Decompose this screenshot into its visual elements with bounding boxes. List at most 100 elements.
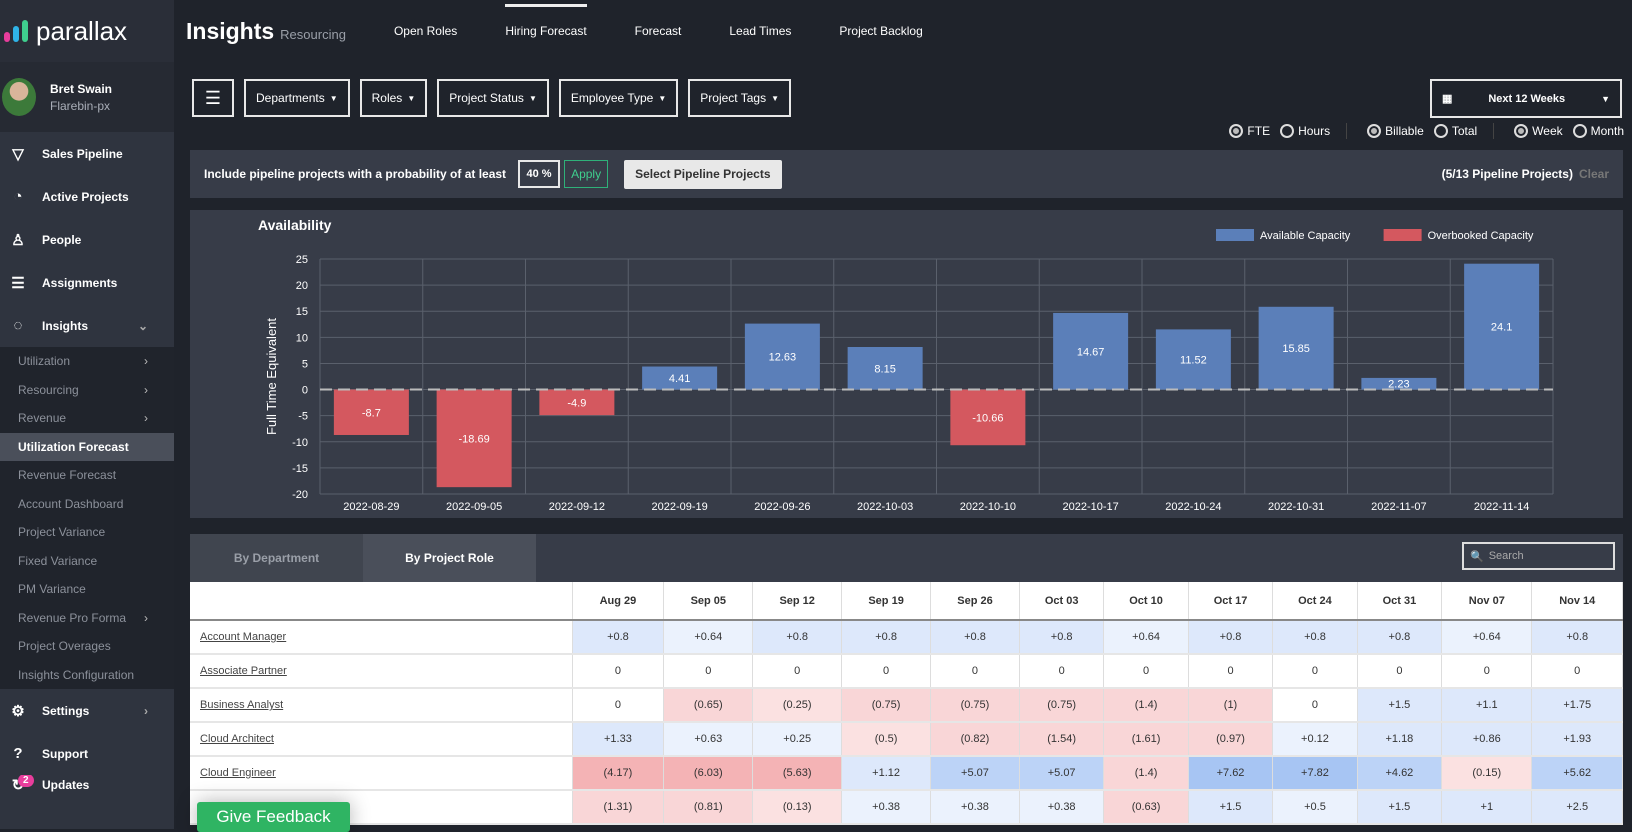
table-cell: +0.38 <box>841 790 932 825</box>
radio-fte[interactable]: FTE <box>1229 124 1270 138</box>
table-cell: +0.12 <box>1272 722 1358 757</box>
tab-forecast[interactable]: Forecast <box>634 24 682 38</box>
tab-hiring-forecast[interactable]: Hiring Forecast <box>505 4 588 42</box>
sidebar-subitem-revenue-forecast[interactable]: Revenue Forecast <box>0 461 174 490</box>
column-header: Oct 03 <box>1019 582 1105 621</box>
sidebar-subitem-revenue[interactable]: Revenue › <box>0 404 174 433</box>
sidebar-subitem-label: Revenue Pro Forma <box>18 610 127 625</box>
give-feedback-button[interactable]: Give Feedback <box>197 802 350 832</box>
role-link[interactable]: Account Manager <box>190 620 573 655</box>
apply-button[interactable]: Apply <box>564 160 609 188</box>
search-input[interactable]: 🔍 Search <box>1462 542 1615 570</box>
role-link[interactable]: Associate Partner <box>190 654 573 689</box>
filter-label: Roles <box>371 91 403 105</box>
sidebar-subitem-account-dashboard[interactable]: Account Dashboard <box>0 490 174 519</box>
sidebar-subitem-project-overages[interactable]: Project Overages <box>0 632 174 661</box>
sidebar-item-sales-pipeline[interactable]: ▽ Sales Pipeline <box>0 132 174 175</box>
sidebar-item-people[interactable]: ♙ People <box>0 218 174 261</box>
logo-text: parallax <box>36 15 128 46</box>
radio-label: Week <box>1532 124 1563 138</box>
tab-by-department[interactable]: By Department <box>190 534 363 582</box>
radio-hours[interactable]: Hours <box>1280 124 1330 138</box>
sidebar-item-settings[interactable]: ⚙ Settings › <box>0 689 174 732</box>
table-row: (1.31) (0.81) (0.13) +0.38 +0.38 +0.38 (0.63) +… <box>190 790 1623 825</box>
sidebar-subitem-label: Project Overages <box>18 639 111 654</box>
filter-project-status-dropdown[interactable]: Project Status ▼ <box>437 79 549 117</box>
radio-total[interactable]: Total <box>1433 124 1477 138</box>
sidebar-item-insights[interactable]: ◌ Insights ⌄ <box>0 304 174 347</box>
chevron-right-icon: › <box>144 354 148 369</box>
sidebar-subitem-resourcing[interactable]: Resourcing › <box>0 376 174 405</box>
filter-departments-dropdown[interactable]: Departments ▼ <box>244 79 350 117</box>
legend-label: Available Capacity <box>1260 230 1351 242</box>
tab-by-project-role[interactable]: By Project Role <box>363 534 536 582</box>
bar <box>642 366 718 390</box>
radio-month[interactable]: Month <box>1572 124 1624 138</box>
probability-input[interactable]: 40 % <box>518 160 561 188</box>
radio-label: Hours <box>1298 124 1331 138</box>
sidebar: parallax Bret Swain Flarebin-px ▽ Sales Pi… <box>0 0 174 829</box>
bar <box>1464 263 1540 390</box>
table-cell: (1.31) <box>572 790 665 825</box>
filter-roles-dropdown[interactable]: Roles ▼ <box>359 79 428 117</box>
table-cell: +0.8 <box>1272 620 1358 655</box>
person-icon: ♙ <box>11 231 25 249</box>
sidebar-item-updates[interactable]: ↻ 2 Updates <box>0 775 174 795</box>
table-cell: 0 <box>1019 654 1105 689</box>
filter-employee-type-dropdown[interactable]: Employee Type ▼ <box>558 79 679 117</box>
sidebar-subitem-label: Revenue Forecast <box>18 468 117 483</box>
table-cell: 0 <box>1531 654 1623 689</box>
role-link[interactable]: Business Analyst <box>190 688 573 723</box>
table-cell: 0 <box>841 654 932 689</box>
sidebar-item-active-projects[interactable]: ◔ Active Projects <box>0 175 174 218</box>
sidebar-subitem-project-variance[interactable]: Project Variance <box>0 518 174 547</box>
bar-value-label: 12.63 <box>769 352 797 364</box>
table-cell: +5.07 <box>1019 756 1105 791</box>
tab-open-roles[interactable]: Open Roles <box>393 24 458 38</box>
pipeline-bar: Include pipeline projects with a probabi… <box>190 150 1623 198</box>
date-range-select[interactable]: ▦ Next 12 Weeks ▼ <box>1430 79 1622 118</box>
sidebar-item-assignments[interactable]: ☰ Assignments <box>0 261 174 304</box>
column-header: Sep 19 <box>841 582 932 621</box>
table-cell: +7.62 <box>1188 756 1274 791</box>
availability-chart-panel: Availability Full Time Equivalent 25 20 15 10… <box>190 210 1623 518</box>
column-header: Sep 05 <box>663 582 754 621</box>
role-link[interactable]: Cloud Engineer <box>190 756 573 791</box>
table-cell: (0.75) <box>1019 688 1105 723</box>
caret-down-icon: ▼ <box>658 93 667 103</box>
logo[interactable]: parallax <box>0 0 174 62</box>
bar-value-label: 24.1 <box>1491 322 1512 334</box>
select-pipeline-projects-button[interactable]: Select Pipeline Projects <box>624 159 782 189</box>
sidebar-subitem-revenue-pro-forma[interactable]: Revenue Pro Forma › <box>0 604 174 633</box>
sidebar-subitem-pm-variance[interactable]: PM Variance <box>0 575 174 604</box>
role-link[interactable]: Cloud Architect <box>190 722 573 757</box>
sidebar-subitem-fixed-variance[interactable]: Fixed Variance <box>0 547 174 576</box>
help-icon: ? <box>13 745 23 762</box>
tab-project-backlog[interactable]: Project Backlog <box>839 24 923 38</box>
clear-link[interactable]: Clear <box>1578 167 1609 181</box>
sidebar-subitem-utilization-forecast[interactable]: Utilization Forecast <box>0 432 174 461</box>
column-header: Sep 12 <box>752 582 843 621</box>
table-cell: (4.17) <box>572 756 665 791</box>
table-cell: +0.8 <box>1019 620 1105 655</box>
user-profile[interactable]: Bret Swain Flarebin-px <box>0 62 174 132</box>
radio-billable[interactable]: Billable <box>1367 124 1424 138</box>
table-cell: +1.93 <box>1531 722 1623 757</box>
sidebar-item-support[interactable]: ? Support <box>0 732 174 775</box>
radio-week[interactable]: Week <box>1514 124 1563 138</box>
sidebar-subitem-insights-configuration[interactable]: Insights Configuration <box>0 661 174 690</box>
table-cell: +7.82 <box>1272 756 1358 791</box>
table-row: Cloud Engineer (4.17) (6.03) (5.63) +1.12 +5.… <box>190 756 1623 791</box>
y-tick-label: 20 <box>296 280 308 292</box>
filter-project-tags-dropdown[interactable]: Project Tags ▼ <box>688 79 792 117</box>
radio-circle-icon <box>1229 124 1244 138</box>
table-cell: +0.63 <box>663 722 754 757</box>
sidebar-subitem-utilization[interactable]: Utilization › <box>0 347 174 376</box>
filter-toggle-button[interactable]: ☰ <box>192 79 234 117</box>
bar <box>1361 377 1437 390</box>
x-tick-label: 2022-09-26 <box>754 501 810 513</box>
tab-lead-times[interactable]: Lead Times <box>729 24 792 38</box>
chevron-right-icon: › <box>144 382 148 397</box>
bar-value-label: -8.7 <box>362 407 381 419</box>
sidebar-item-label: Support <box>42 746 88 761</box>
